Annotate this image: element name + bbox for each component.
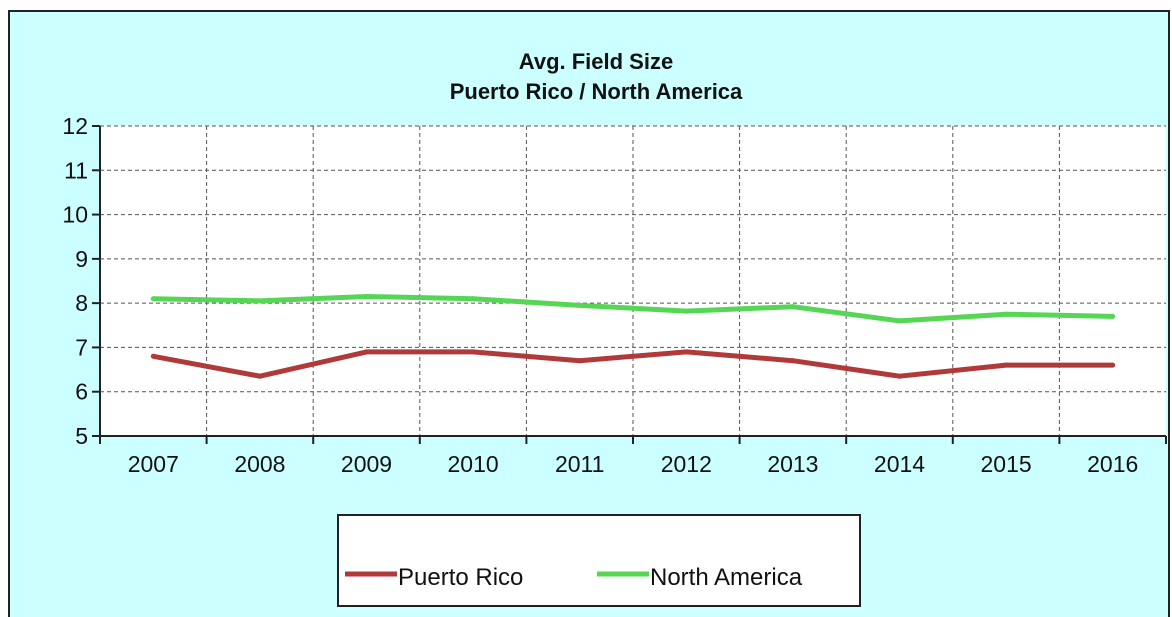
chart-subtitle: Puerto Rico / North America (450, 79, 743, 104)
x-tick-labels: 2007 2008 2009 2010 2011 2012 2013 2014 2015 2016 (128, 451, 1139, 477)
data-point-north-america-2014 (897, 318, 902, 324)
data-point-puerto-rico-2016 (1110, 362, 1116, 368)
data-point-north-america-2012 (683, 308, 689, 314)
y-tick-label: 6 (75, 379, 88, 405)
x-tick-label-2016: 2016 (1087, 451, 1138, 477)
data-point-puerto-rico-2011 (577, 358, 583, 364)
grid-lines (100, 125, 1166, 436)
data-point-north-america-2011 (577, 302, 583, 308)
data-point-puerto-rico-2014 (897, 373, 902, 379)
y-tick-label: 9 (75, 246, 88, 272)
data-point-north-america-2008 (257, 298, 263, 304)
chart-title: Avg. Field Size (519, 49, 673, 74)
y-tick-label: 7 (75, 334, 88, 360)
data-point-puerto-rico-2013 (790, 358, 796, 364)
x-tick-label-2012: 2012 (661, 451, 712, 477)
x-tick-label-2011: 2011 (555, 451, 604, 477)
data-point-north-america-2009 (364, 294, 369, 299)
x-tick-label-2008: 2008 (234, 451, 285, 477)
data-point-north-america-2007 (150, 296, 156, 302)
data-point-puerto-rico-2007 (150, 353, 156, 359)
x-tick-label-2010: 2010 (448, 451, 499, 477)
x-tick-label-2015: 2015 (981, 451, 1032, 477)
y-tick-label: 12 (62, 113, 88, 139)
data-point-puerto-rico-2008 (257, 373, 263, 379)
data-point-north-america-2010 (470, 296, 476, 302)
data-point-north-america-2016 (1110, 313, 1116, 319)
legend-label-north-america: North America (650, 564, 803, 591)
x-tick-label-2009: 2009 (341, 451, 392, 477)
y-tick-label: 5 (75, 423, 88, 449)
data-point-puerto-rico-2015 (1003, 362, 1009, 368)
data-point-north-america-2015 (1003, 311, 1009, 317)
series-lines (150, 294, 1116, 379)
y-tick-labels: 5 6 7 8 9 10 11 12 (62, 113, 88, 449)
series-line-north-america (153, 294, 1113, 324)
data-point-puerto-rico-2010 (470, 349, 476, 355)
x-tick-label-2007: 2007 (128, 451, 179, 477)
data-point-puerto-rico-2012 (683, 349, 689, 355)
y-tick-label: 11 (64, 157, 88, 183)
series-line-puerto-rico (152, 349, 1113, 379)
data-point-north-america-2013 (790, 304, 796, 310)
y-tick-label: 8 (75, 290, 88, 316)
x-tick-label-2013: 2013 (767, 451, 818, 477)
legend: Puerto Rico North America (337, 514, 861, 607)
legend-label-puerto-rico: Puerto Rico (398, 564, 523, 591)
y-tick-label: 10 (62, 202, 88, 228)
x-tick-label-2014: 2014 (874, 451, 925, 477)
axes (92, 125, 1167, 444)
legend-box (337, 514, 861, 607)
data-point-puerto-rico-2009 (364, 349, 369, 355)
